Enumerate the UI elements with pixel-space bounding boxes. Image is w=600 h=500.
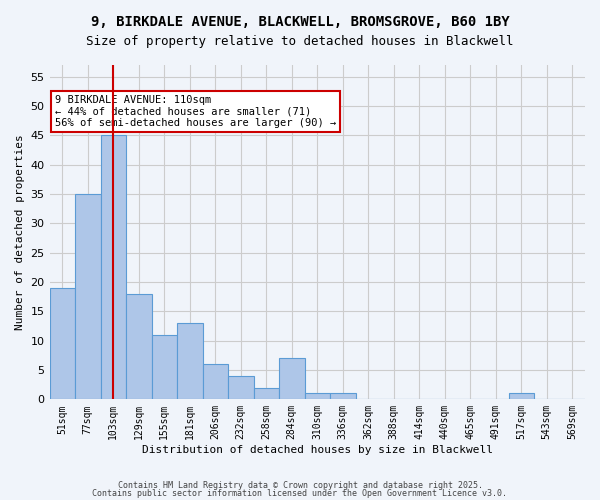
Bar <box>203 364 228 400</box>
Bar <box>305 394 330 400</box>
Bar <box>254 388 279 400</box>
Bar <box>509 394 534 400</box>
Text: 9 BIRKDALE AVENUE: 110sqm
← 44% of detached houses are smaller (71)
56% of semi-: 9 BIRKDALE AVENUE: 110sqm ← 44% of detac… <box>55 95 336 128</box>
Y-axis label: Number of detached properties: Number of detached properties <box>15 134 25 330</box>
X-axis label: Distribution of detached houses by size in Blackwell: Distribution of detached houses by size … <box>142 445 493 455</box>
Bar <box>126 294 152 400</box>
Text: 9, BIRKDALE AVENUE, BLACKWELL, BROMSGROVE, B60 1BY: 9, BIRKDALE AVENUE, BLACKWELL, BROMSGROV… <box>91 15 509 29</box>
Bar <box>152 335 177 400</box>
Text: Contains HM Land Registry data © Crown copyright and database right 2025.: Contains HM Land Registry data © Crown c… <box>118 481 482 490</box>
Bar <box>279 358 305 400</box>
Bar <box>177 323 203 400</box>
Bar <box>101 136 126 400</box>
Bar <box>330 394 356 400</box>
Bar <box>228 376 254 400</box>
Text: Size of property relative to detached houses in Blackwell: Size of property relative to detached ho… <box>86 35 514 48</box>
Bar <box>50 288 75 400</box>
Bar <box>75 194 101 400</box>
Text: Contains public sector information licensed under the Open Government Licence v3: Contains public sector information licen… <box>92 488 508 498</box>
